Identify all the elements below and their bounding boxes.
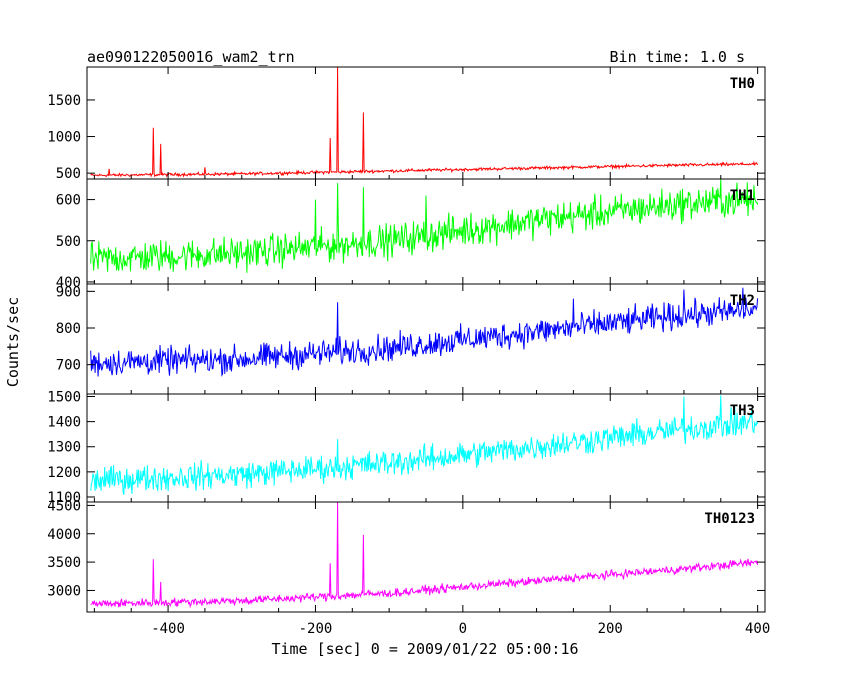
panel-frame bbox=[86, 66, 766, 180]
y-tick-label: 500 bbox=[56, 166, 81, 182]
x-tick-label: 0 bbox=[459, 621, 467, 637]
x-tick-label: 400 bbox=[745, 621, 770, 637]
y-tick-label: 4500 bbox=[47, 498, 81, 514]
panel-th1: 400 500 600 TH1 bbox=[56, 178, 766, 291]
panel-th2: 700 800 900 TH2 bbox=[56, 283, 766, 395]
panel-th0123: 3000 3500 4000 4500 TH0123 bbox=[47, 498, 766, 613]
series-line-th3 bbox=[90, 395, 759, 495]
x-axis-label: Time [sec] 0 = 2009/01/22 05:00:16 bbox=[271, 640, 578, 658]
y-tick-label: 1500 bbox=[47, 390, 81, 406]
panel-frame bbox=[86, 501, 766, 613]
panel-th3: 1100 1200 1300 1400 1500 TH3 bbox=[47, 390, 766, 506]
x-tick-label: -400 bbox=[151, 621, 185, 637]
y-tick-label: 3500 bbox=[47, 555, 81, 571]
y-tick-label: 800 bbox=[56, 321, 81, 337]
chart-title-left: ae090122050016_wam2_trn bbox=[87, 48, 295, 66]
y-axis-label: Counts/sec bbox=[4, 297, 22, 387]
y-tick-label: 700 bbox=[56, 358, 81, 374]
panel-name-label: TH0 bbox=[730, 76, 755, 92]
x-tick-label: 200 bbox=[598, 621, 623, 637]
y-tick-label: 500 bbox=[56, 234, 81, 250]
y-tick-label: 1300 bbox=[47, 440, 81, 456]
series-line-th1 bbox=[90, 178, 759, 273]
y-tick-label: 400 bbox=[56, 275, 81, 291]
y-tick-label: 1500 bbox=[47, 93, 81, 109]
panels: 500 1000 1500 TH0 400 500 600 TH1 700 800 900 TH2 11… bbox=[47, 66, 766, 613]
panel-name-label: TH2 bbox=[730, 293, 755, 309]
panel-frame bbox=[86, 393, 766, 503]
y-tick-label: 4000 bbox=[47, 527, 81, 543]
y-tick-label: 1000 bbox=[47, 130, 81, 146]
y-tick-label: 1400 bbox=[47, 415, 81, 431]
panel-frame bbox=[86, 283, 766, 395]
y-tick-label: 1200 bbox=[47, 465, 81, 481]
panel-name-label: TH3 bbox=[730, 403, 755, 419]
series-line-th0 bbox=[90, 66, 759, 178]
x-tick-label: -200 bbox=[299, 621, 333, 637]
panel-name-label: TH0123 bbox=[704, 511, 755, 527]
series-line-th2 bbox=[90, 287, 759, 377]
panel-frame bbox=[86, 178, 766, 285]
x-axis: -400 -200 0 200 400 bbox=[151, 621, 770, 637]
panel-name-label: TH1 bbox=[730, 188, 755, 204]
y-tick-label: 1100 bbox=[47, 490, 81, 506]
panel-th0: 500 1000 1500 TH0 bbox=[47, 66, 766, 182]
y-tick-label: 900 bbox=[56, 284, 81, 300]
series-line-th0123 bbox=[90, 501, 759, 609]
y-tick-label: 600 bbox=[56, 193, 81, 209]
y-tick-label: 3000 bbox=[47, 583, 81, 599]
chart-title-right: Bin time: 1.0 s bbox=[610, 48, 745, 66]
